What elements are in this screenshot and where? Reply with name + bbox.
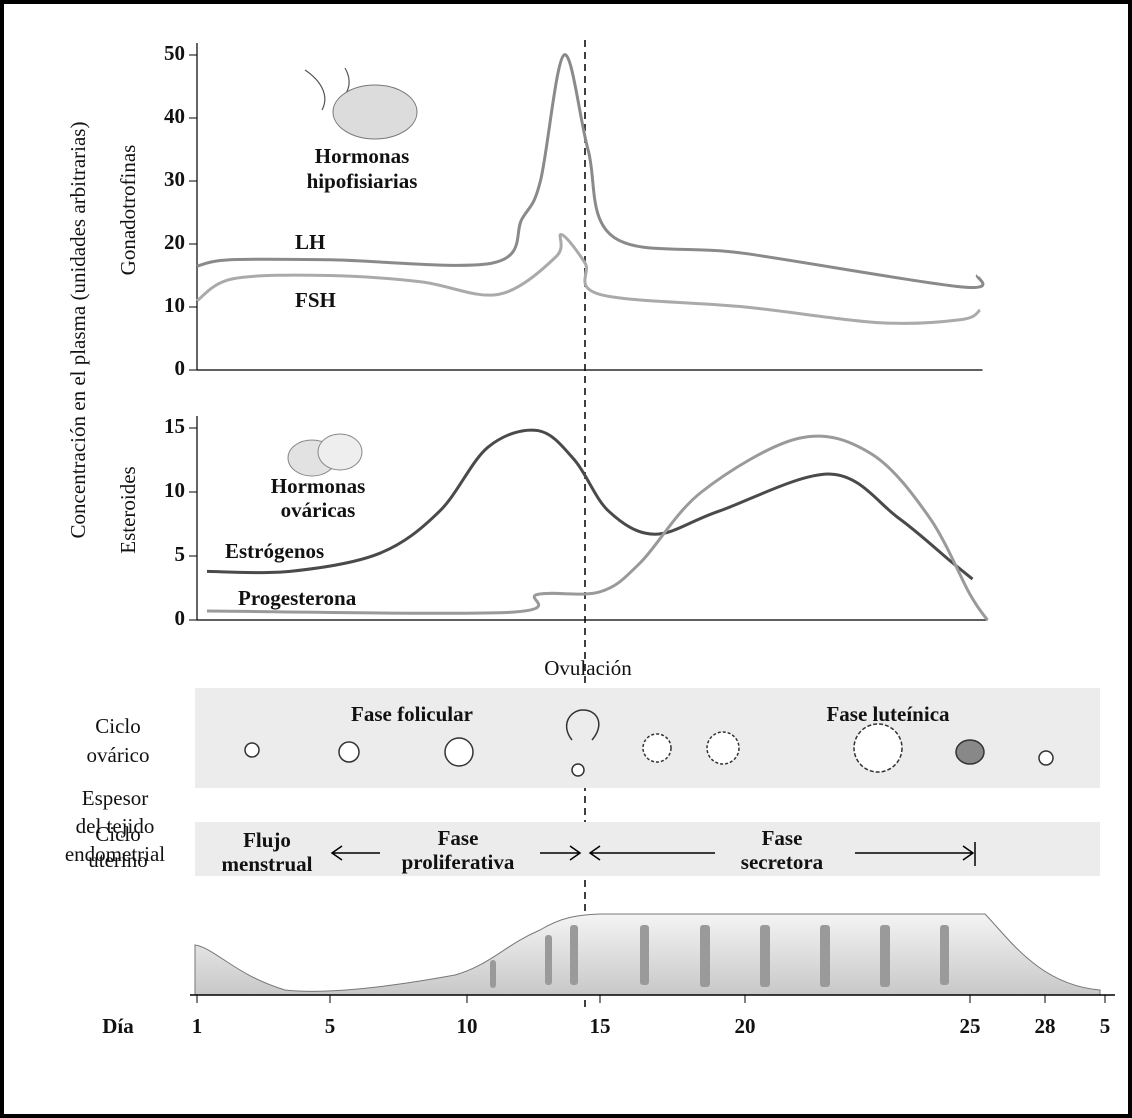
y-tick-label: 20 — [164, 230, 185, 254]
annotation: ováricas — [281, 498, 356, 522]
endometrium-label: endometrial — [65, 842, 165, 866]
annotation: hipofisiarias — [307, 169, 418, 193]
oocyte — [571, 763, 585, 777]
day-tick-label: 5 — [1100, 1014, 1111, 1038]
gland — [760, 925, 770, 987]
gland — [940, 925, 949, 985]
gland — [820, 925, 830, 987]
gland — [700, 925, 710, 987]
gland — [490, 960, 496, 988]
y-tick-label: 5 — [175, 542, 186, 566]
y-axis-label: Esteroides — [116, 466, 140, 553]
series-label: Progesterona — [238, 586, 357, 610]
arrow — [330, 845, 380, 861]
day-tick-label: 20 — [735, 1014, 756, 1038]
phase-label: Fase luteínica — [826, 702, 950, 726]
series-line — [196, 53, 985, 289]
arrow — [540, 845, 582, 861]
follicle — [444, 737, 474, 767]
gland — [545, 935, 552, 985]
phase-label: Fase folicular — [351, 702, 473, 726]
gland — [570, 925, 578, 985]
series-label: LH — [295, 230, 325, 254]
y-tick-label: 50 — [164, 41, 185, 65]
arrow — [855, 845, 975, 861]
ovarian-label: Ciclo — [95, 714, 141, 738]
phase-arrows — [330, 842, 976, 866]
uterine-band — [195, 822, 1100, 876]
y-tick-label: 30 — [164, 167, 185, 191]
endometrium-label: Espesor — [82, 786, 149, 810]
corpus-albicans — [955, 739, 985, 765]
ovarian-label: ovárico — [87, 743, 150, 767]
series-label: FSH — [295, 288, 336, 312]
annotation: Hormonas — [271, 474, 366, 498]
corpus-luteum — [642, 733, 672, 763]
uterine-label: uterino — [88, 848, 147, 872]
glands — [490, 925, 949, 988]
series-line — [206, 428, 974, 581]
series-label: Estrógenos — [225, 539, 324, 563]
day-tick-label: 1 — [192, 1014, 203, 1038]
phase-label: menstrual — [222, 852, 313, 876]
day-tick-label: 25 — [960, 1014, 981, 1038]
gland — [880, 925, 890, 987]
y-tick-label: 15 — [164, 414, 185, 438]
follicles — [244, 709, 1054, 777]
y-tick-label: 0 — [175, 606, 186, 630]
y-axis-label: Gonadotrofinas — [116, 145, 140, 276]
y-tick-label: 10 — [164, 293, 185, 317]
day-tick-label: 5 — [325, 1014, 336, 1038]
day-tick-label: 15 — [590, 1014, 611, 1038]
gland — [640, 925, 649, 985]
follicle — [338, 741, 360, 763]
shared-y-label: Concentración en el plasma (unidades arb… — [66, 122, 90, 539]
phase-label: proliferativa — [402, 850, 515, 874]
day-tick-label: 10 — [457, 1014, 478, 1038]
follicle — [244, 742, 260, 758]
follicle — [1038, 750, 1054, 766]
corpus-luteum — [853, 723, 903, 773]
pituitary-icon — [332, 84, 418, 140]
annotation: Hormonas — [315, 144, 410, 168]
arrow — [588, 845, 715, 861]
day-tick-label: 28 — [1035, 1014, 1056, 1038]
y-tick-label: 40 — [164, 104, 185, 128]
endometrium-label: del tejido — [76, 814, 155, 838]
phase-label: Fase — [438, 826, 479, 850]
series-line — [206, 434, 989, 621]
phase-label: Flujo — [243, 828, 291, 852]
ruptured-follicle — [566, 709, 600, 741]
ovary-icon — [317, 433, 363, 471]
corpus-luteum — [706, 731, 740, 765]
y-tick-label: 10 — [164, 478, 185, 502]
ovulation-label: Ovulación — [544, 656, 632, 680]
phase-label: Fase — [762, 826, 803, 850]
uterine-label: Ciclo — [95, 822, 141, 846]
day-axis-label: Día — [102, 1014, 134, 1038]
phase-label: secretora — [741, 850, 824, 874]
series-line — [196, 233, 981, 325]
y-tick-label: 0 — [175, 356, 186, 380]
